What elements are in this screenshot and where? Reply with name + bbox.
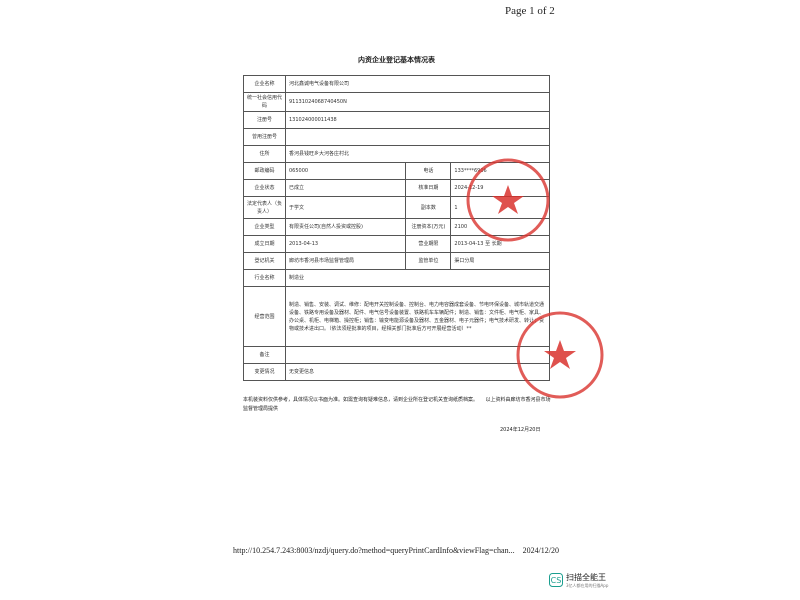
document-title: 内资企业登记基本情况表 bbox=[358, 56, 435, 64]
table-row: 变更情况 无变更信息 bbox=[243, 363, 550, 381]
scanner-name: 扫描全能王 bbox=[566, 573, 606, 582]
table-row: 曾用注册号 bbox=[243, 128, 550, 146]
field-value: 河北鑫诚电气设备有限公司 bbox=[285, 75, 550, 93]
field-label: 监管单位 bbox=[405, 252, 452, 270]
field-value: 2013-04-13 至 长期 bbox=[450, 235, 550, 253]
field-label: 副本数 bbox=[405, 196, 452, 219]
field-label: 统一社会信用代码 bbox=[243, 92, 286, 112]
field-value: 91131024068740450N bbox=[285, 92, 550, 112]
field-label: 企业状态 bbox=[243, 179, 286, 197]
table-row: 备注 bbox=[243, 346, 550, 364]
field-label: 成立日期 bbox=[243, 235, 286, 253]
field-label: 曾用注册号 bbox=[243, 128, 286, 146]
table-row: 住所 香河县钱旺乡大河各庄村北 bbox=[243, 145, 550, 163]
issue-date: 2024年12月20日 bbox=[500, 427, 541, 433]
field-value: 于学文 bbox=[284, 196, 407, 219]
field-label: 备注 bbox=[243, 346, 286, 364]
print-footer: http://10.254.7.243:8003/nzdj/query.do?m… bbox=[233, 546, 559, 555]
print-date: 2024/12/20 bbox=[522, 546, 560, 555]
table-row: 行业名称 制造业 bbox=[243, 269, 550, 287]
field-label: 注册号 bbox=[243, 111, 286, 129]
table-row: 企业名称 河北鑫诚电气设备有限公司 bbox=[243, 75, 550, 93]
table-row: 经营范围 制造、销售、安装、调试、维修：配电开关控制设备、控制台、电力电容器成套设… bbox=[243, 286, 550, 347]
field-label: 住所 bbox=[243, 145, 286, 163]
field-value: 制造、销售、安装、调试、维修：配电开关控制设备、控制台、电力电容器成套设备、节电… bbox=[285, 286, 550, 347]
field-value bbox=[285, 128, 550, 146]
table-row: 成立日期 2013-04-13 营业期限 2013-04-13 至 长期 bbox=[243, 235, 550, 253]
field-value: 渠口分局 bbox=[450, 252, 550, 270]
field-value: 无变更信息 bbox=[285, 363, 550, 381]
field-label: 变更情况 bbox=[243, 363, 286, 381]
field-value: 香河县钱旺乡大河各庄村北 bbox=[285, 145, 550, 163]
scanner-logo: CS bbox=[549, 573, 563, 587]
field-value: 2024-12-19 bbox=[450, 179, 550, 197]
field-label: 经营范围 bbox=[243, 286, 286, 347]
field-label: 电话 bbox=[405, 162, 452, 180]
field-value: 131024000011438 bbox=[285, 111, 550, 129]
field-value: 制造业 bbox=[285, 269, 550, 287]
field-label: 邮政编码 bbox=[243, 162, 286, 180]
table-row: 邮政编码 065000 电话 133****6906 bbox=[243, 162, 550, 180]
field-value: 廊坊市香河县市场监督管理局 bbox=[284, 252, 407, 270]
field-value: 2100 bbox=[450, 218, 550, 236]
svg-text:CS: CS bbox=[551, 576, 562, 585]
table-row: 企业类型 有限责任公司(自然人投资或控股) 注册资本(万元) 2100 bbox=[243, 218, 550, 236]
table-row: 法定代表人（负责人） 于学文 副本数 1 bbox=[243, 196, 550, 219]
field-label: 注册资本(万元) bbox=[405, 218, 452, 236]
registration-table: 企业名称 河北鑫诚电气设备有限公司 统一社会信用代码 9113102406874045… bbox=[243, 75, 550, 381]
page-number: Page 1 of 2 bbox=[505, 5, 555, 17]
field-label: 营业期限 bbox=[405, 235, 452, 253]
field-value: 2013-04-13 bbox=[284, 235, 407, 253]
field-value bbox=[285, 346, 550, 364]
field-value: 133****6906 bbox=[450, 162, 550, 180]
field-label: 核准日期 bbox=[405, 179, 452, 197]
field-label: 登记机关 bbox=[243, 252, 286, 270]
field-value: 有限责任公司(自然人投资或控股) bbox=[284, 218, 407, 236]
field-label: 企业类型 bbox=[243, 218, 286, 236]
scanner-slogan: 3亿人都在用的扫描App bbox=[566, 583, 609, 588]
field-label: 企业名称 bbox=[243, 75, 286, 93]
field-value: 1 bbox=[450, 196, 550, 219]
table-row: 登记机关 廊坊市香河县市场监督管理局 监管单位 渠口分局 bbox=[243, 252, 550, 270]
field-value: 已成立 bbox=[284, 179, 407, 197]
field-value: 065000 bbox=[284, 162, 407, 180]
field-label: 法定代表人（负责人） bbox=[243, 196, 286, 219]
table-row: 企业状态 已成立 核准日期 2024-12-19 bbox=[243, 179, 550, 197]
field-label: 行业名称 bbox=[243, 269, 286, 287]
table-row: 注册号 131024000011438 bbox=[243, 111, 550, 129]
table-row: 统一社会信用代码 91131024068740450N bbox=[243, 92, 550, 112]
print-url: http://10.254.7.243:8003/nzdj/query.do?m… bbox=[233, 546, 515, 555]
disclaimer: 本机装资料仅供参考，具体情况以书面为准。如需查询有疑难信息，请到企业所在登记机关… bbox=[243, 397, 551, 412]
